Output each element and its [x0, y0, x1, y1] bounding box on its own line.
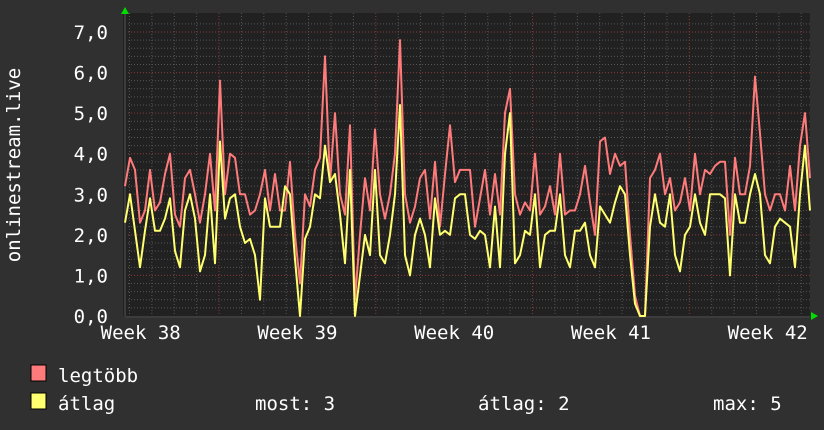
- y-axis-ticks: 0,0 1,0 2,0 3,0 4,0 5,0 6,0 7,0: [74, 22, 108, 328]
- series-line-average: [124, 104, 811, 317]
- x-axis-arrow-icon: [811, 312, 818, 320]
- series-line-max: [124, 39, 811, 317]
- y-axis-arrow-icon: [121, 7, 129, 14]
- y-tick-label: 4,0: [74, 144, 108, 166]
- y-tick-label: 3,0: [74, 184, 108, 206]
- x-tick-label: Week 41: [571, 322, 651, 344]
- y-axis-label: onlinestream.live: [3, 68, 25, 262]
- y-tick-label: 6,0: [74, 63, 108, 85]
- plot-background: [123, 13, 810, 316]
- stat-average: átlag: 2: [478, 393, 570, 415]
- y-tick-label: 7,0: [74, 22, 108, 44]
- x-tick-label: Week 42: [728, 322, 808, 344]
- x-tick-label: Week 39: [257, 322, 337, 344]
- legend-swatch-average: [30, 392, 47, 410]
- legend: legtöbb átlag most: 3 átlag: 2 max: 5: [30, 364, 782, 415]
- y-tick-label: 0,0: [74, 306, 108, 328]
- x-tick-label: Week 40: [414, 322, 494, 344]
- x-axis-ticks: Week 38 Week 39 Week 40 Week 41 Week 42: [101, 322, 808, 344]
- y-tick-label: 2,0: [74, 225, 108, 247]
- y-tick-label: 5,0: [74, 103, 108, 125]
- stat-current: most: 3: [255, 393, 335, 415]
- legend-label-max: legtöbb: [58, 365, 138, 387]
- y-tick-label: 1,0: [74, 265, 108, 287]
- stat-max: max: 5: [713, 393, 782, 415]
- series-lines: [124, 39, 811, 317]
- legend-label-average: átlag: [58, 393, 115, 415]
- x-tick-label: Week 38: [101, 322, 181, 344]
- legend-swatch-max: [30, 364, 47, 382]
